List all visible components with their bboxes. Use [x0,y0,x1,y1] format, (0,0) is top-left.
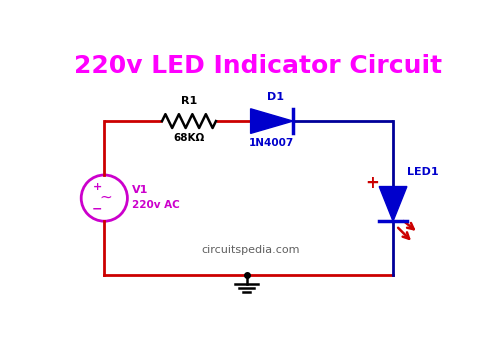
Text: circuitspedia.com: circuitspedia.com [202,245,300,255]
Text: 220v LED Indicator Circuit: 220v LED Indicator Circuit [74,54,443,78]
Text: LED1: LED1 [407,167,438,177]
Polygon shape [379,187,407,221]
Text: 1N4007: 1N4007 [249,138,294,148]
Text: ~: ~ [99,190,112,204]
Text: 220v AC: 220v AC [132,200,180,210]
Text: +: + [93,182,102,192]
Text: 68KΩ: 68KΩ [173,134,205,143]
Text: +: + [365,174,379,192]
Text: −: − [92,203,103,216]
Polygon shape [250,109,293,134]
Text: R1: R1 [181,96,197,106]
Text: D1: D1 [267,92,284,102]
Text: V1: V1 [132,184,148,195]
